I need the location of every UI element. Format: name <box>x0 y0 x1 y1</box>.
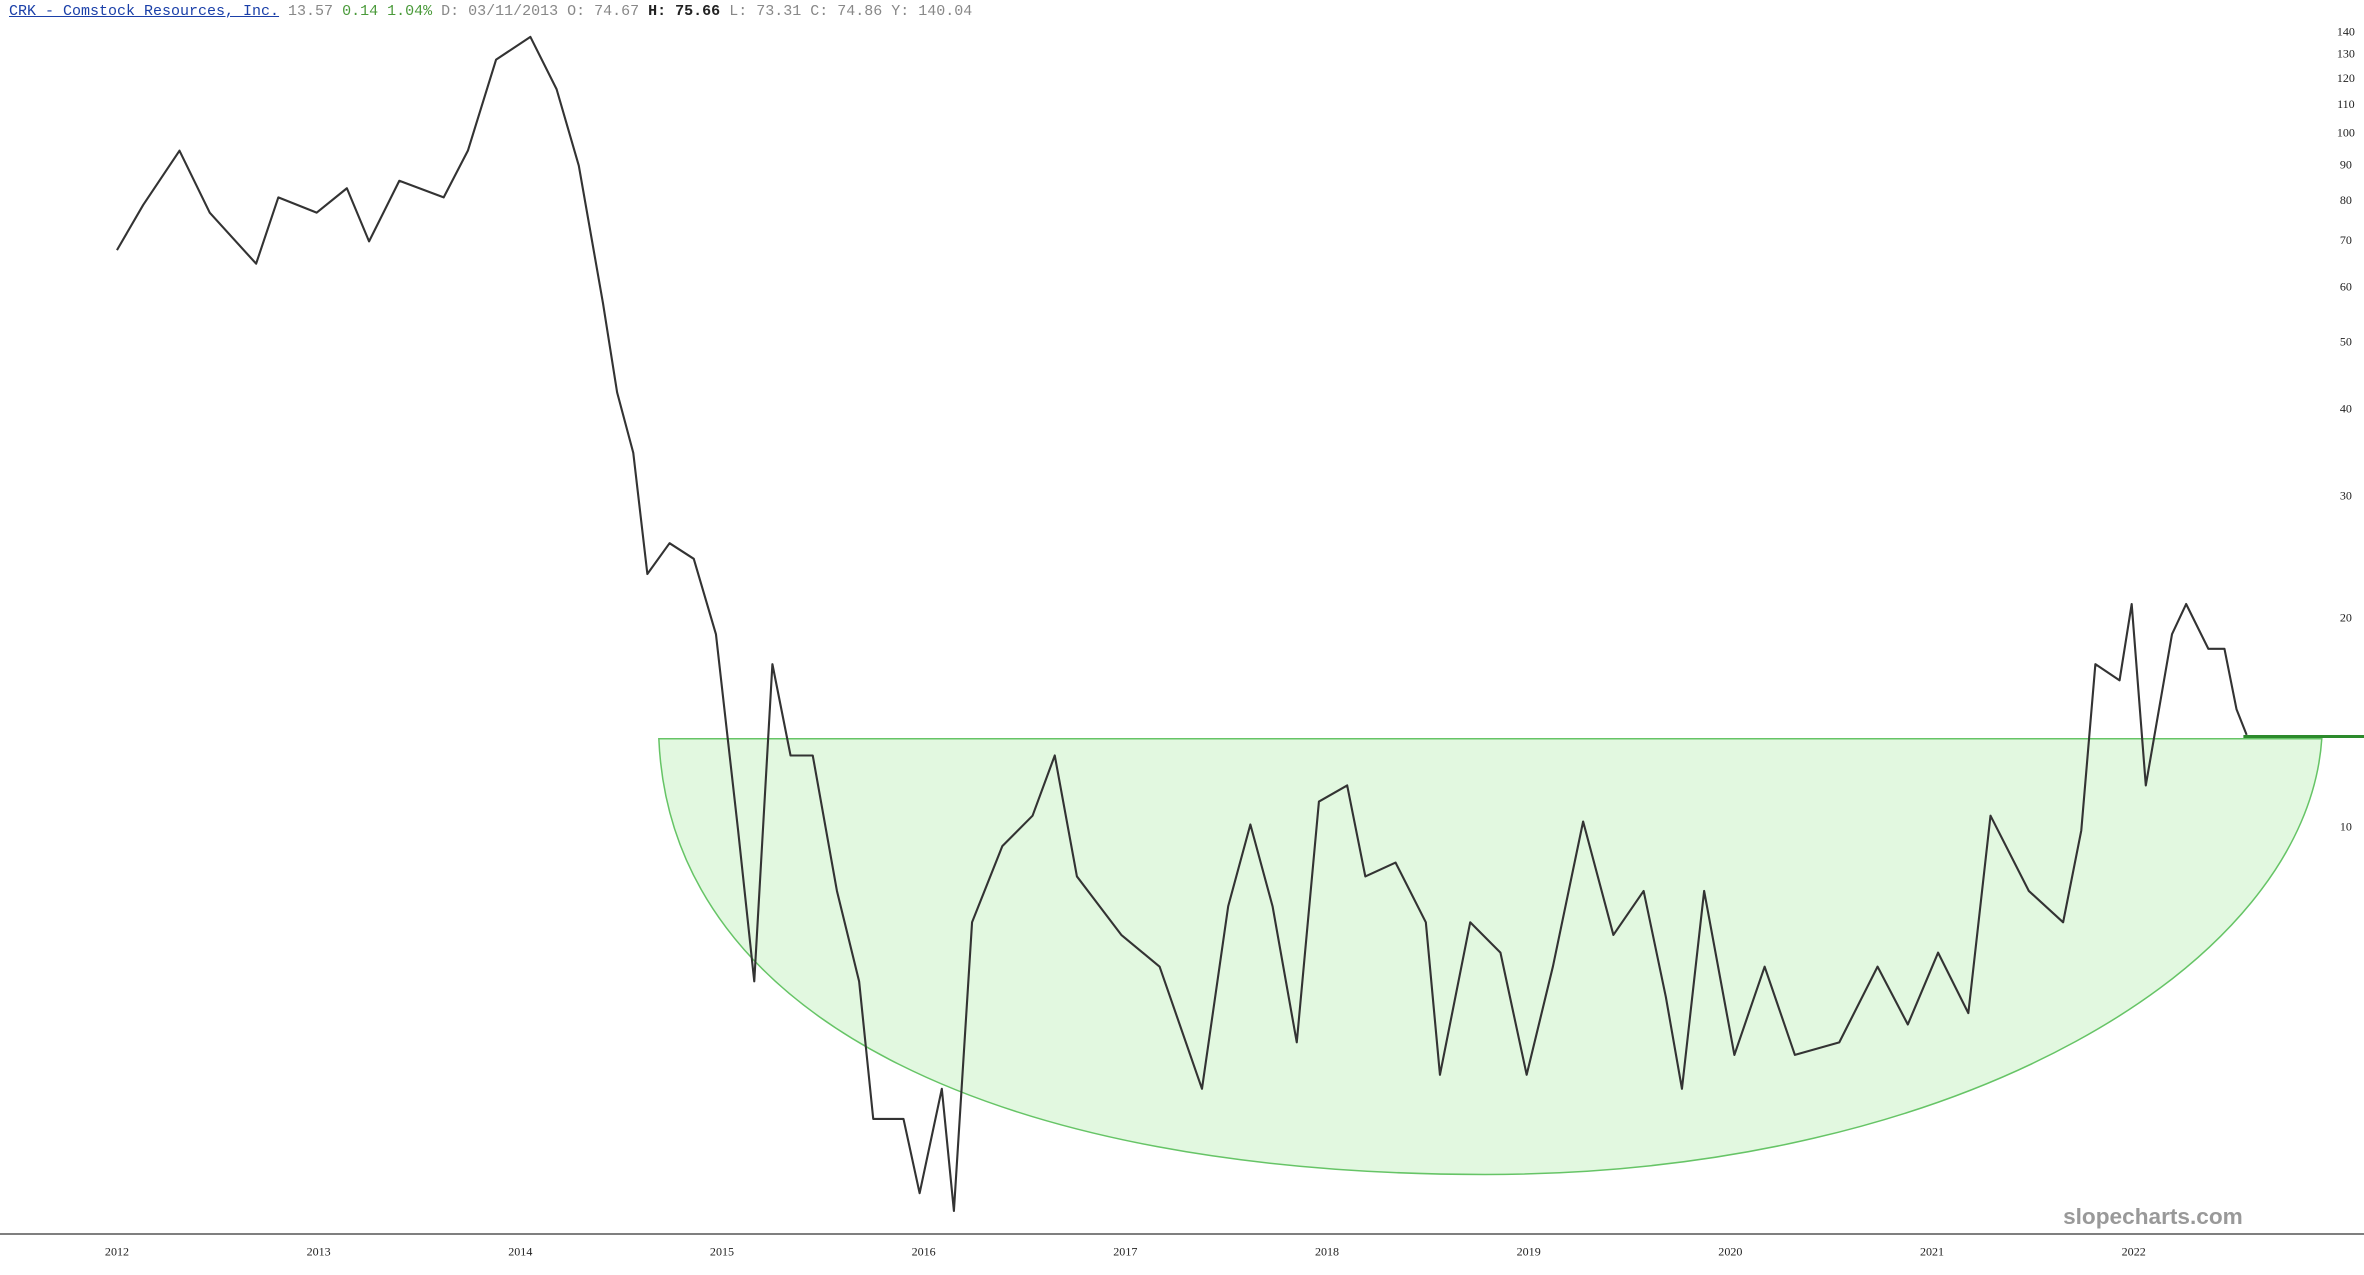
x-tick-label: 2019 <box>1517 1245 1541 1259</box>
high-label: H: <box>648 3 667 20</box>
close: 74.86 <box>837 3 883 20</box>
close-label: C: <box>810 3 829 20</box>
open: 74.67 <box>594 3 640 20</box>
x-tick-label: 2018 <box>1315 1245 1339 1259</box>
y-tick-label: 60 <box>2340 280 2352 294</box>
y-tick-label: 50 <box>2340 334 2352 348</box>
watermark: slopecharts.com <box>2063 1204 2243 1229</box>
change-pct: 1.04% <box>387 3 433 20</box>
x-tick-label: 2013 <box>307 1245 331 1259</box>
x-tick-label: 2012 <box>105 1245 129 1259</box>
y-label: Y: <box>891 3 910 20</box>
high: 75.66 <box>675 3 721 20</box>
open-label: O: <box>567 3 586 20</box>
y-tick-label: 80 <box>2340 193 2352 207</box>
y-tick-label: 90 <box>2340 157 2352 171</box>
y-tick-label: 130 <box>2337 47 2355 61</box>
x-tick-label: 2016 <box>912 1245 936 1259</box>
x-tick-label: 2022 <box>2122 1245 2146 1259</box>
x-tick-label: 2015 <box>710 1245 734 1259</box>
x-tick-label: 2021 <box>1920 1245 1944 1259</box>
low-label: L: <box>729 3 748 20</box>
price-line <box>116 35 2248 1212</box>
y-value: 140.04 <box>918 3 973 20</box>
y-tick-label: 70 <box>2340 233 2352 247</box>
change: 0.14 <box>342 3 379 20</box>
last-price: 13.57 <box>288 3 334 20</box>
date-label: D: <box>441 3 460 20</box>
y-tick-label: 40 <box>2340 402 2352 416</box>
y-tick-label: 110 <box>2337 97 2355 111</box>
x-tick-label: 2020 <box>1718 1245 1742 1259</box>
date: 03/11/2013 <box>468 3 559 20</box>
y-tick-label: 140 <box>2337 24 2355 38</box>
x-tick-label: 2014 <box>508 1245 532 1259</box>
low: 73.31 <box>756 3 802 20</box>
header: CRK - Comstock Resources, Inc. 13.57 0.14 1… <box>9 3 981 20</box>
y-tick-label: 10 <box>2340 819 2352 833</box>
y-tick-label: 30 <box>2340 488 2352 502</box>
y-tick-label: 20 <box>2340 610 2352 624</box>
x-tick-label: 2017 <box>1113 1245 1137 1259</box>
y-tick-label: 120 <box>2337 71 2355 85</box>
symbol-link[interactable]: CRK - Comstock Resources, Inc. <box>9 3 280 20</box>
y-tick-label: 100 <box>2337 126 2355 140</box>
pattern-annotation <box>658 737 2323 1176</box>
